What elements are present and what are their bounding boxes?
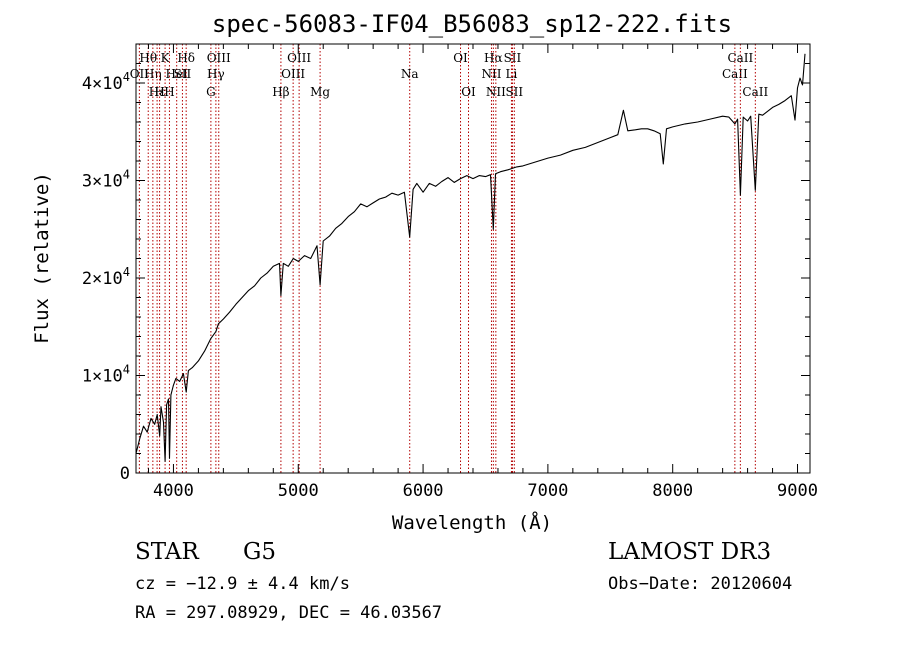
spectral-line-label: K — [161, 51, 171, 65]
x-axis-label: Wavelength (Å) — [392, 511, 552, 534]
spectral-line-label: Hγ — [207, 67, 225, 81]
spectral-line-label: NII — [486, 85, 506, 99]
spectral-line-label: CaII — [727, 51, 753, 65]
spectral-line-label: OIII — [281, 67, 305, 81]
chart-title: spec-56083-IF04_B56083_sp12-222.fits — [212, 10, 732, 38]
spectral-line-label: Na — [401, 67, 419, 81]
spectral-lines-layer: OIIHθHηHεHKHHeISIIHδGHγOIIIHβOIIIOIIIMgN… — [130, 44, 768, 473]
spectral-line-label: OI — [461, 85, 476, 99]
y-tick-label: 3×104 — [82, 168, 130, 192]
spectral-line-label: OII — [130, 67, 150, 81]
x-tick-label: 7000 — [527, 481, 568, 501]
y-axis-label: Flux (relative) — [31, 172, 53, 344]
spectral-line-label: NII — [481, 67, 501, 81]
spectral-line-label: Hδ — [177, 51, 195, 65]
y-tick-label: 4×104 — [82, 70, 130, 94]
spectral-line-label: OI — [453, 51, 468, 65]
plot-frame — [135, 43, 811, 474]
x-tick-label: 8000 — [652, 481, 693, 501]
axis-ticks-layer: 4000 5000 6000 7000 8000 9000 0 1×104 2×104 3×104… — [82, 43, 818, 501]
spectral-line-label: H — [164, 85, 174, 99]
survey-name: LAMOST DR3 — [608, 539, 772, 565]
spectral-line-label: CaII — [722, 67, 748, 81]
y-tick-label: 2×104 — [82, 265, 130, 289]
x-tick-label: 4000 — [153, 481, 194, 501]
y-tick-label: 1×104 — [82, 363, 130, 387]
spectral-line-label: HeI — [166, 67, 189, 81]
spectral-line-label: H — [154, 85, 164, 99]
spectral-line-label: SII — [505, 85, 523, 99]
spectral-line-label: Li — [506, 67, 518, 81]
spectral-line-label: Mg — [310, 85, 330, 99]
spectral-line-label: Hη — [144, 67, 162, 81]
spectral-line-label: SII — [174, 67, 192, 81]
object-class: STAR — [135, 539, 199, 565]
observation-date: Obs−Date: 20120604 — [608, 574, 793, 594]
x-tick-label: 5000 — [278, 481, 319, 501]
object-subclass: G5 — [243, 539, 277, 565]
spectral-line-label: SII — [504, 51, 522, 65]
spectral-line-label: OIII — [287, 51, 311, 65]
spectral-line-label: Hβ — [272, 85, 289, 99]
y-tick-label: 0 — [120, 464, 130, 484]
spectral-line-label: Hθ — [139, 51, 157, 65]
spectral-line-label: Hα — [484, 51, 503, 65]
x-tick-label: 9000 — [777, 481, 818, 501]
spectrum-line — [135, 53, 806, 462]
sky-coordinates: RA = 297.08929, DEC = 46.03567 — [135, 603, 443, 623]
x-tick-label: 6000 — [403, 481, 444, 501]
redshift-velocity: cz = −12.9 ± 4.4 km/s — [135, 574, 350, 594]
spectral-line-label: G — [206, 85, 216, 99]
spectral-line-label: CaII — [742, 85, 768, 99]
spectral-line-label: Hε — [149, 85, 166, 99]
spectral-line-label: OIII — [207, 51, 231, 65]
spectrum-layer — [135, 53, 806, 462]
